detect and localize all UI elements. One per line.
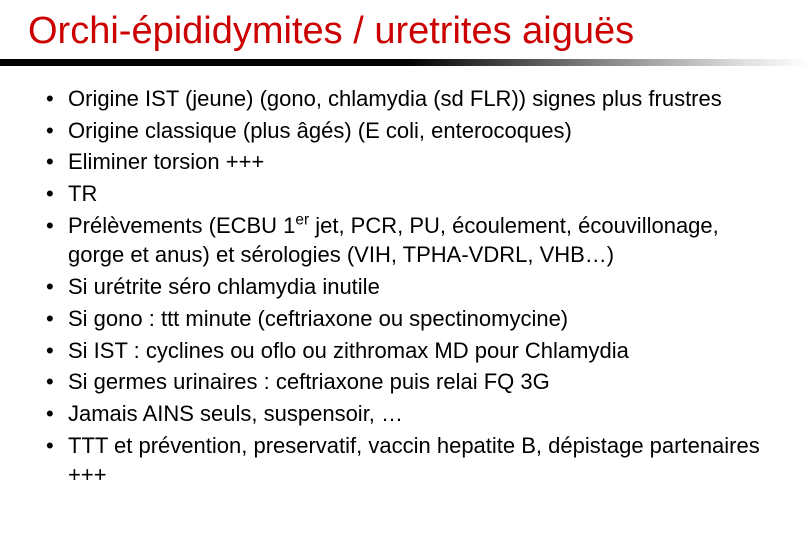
list-item: Prélèvements (ECBU 1er jet, PCR, PU, éco… [40, 211, 770, 270]
slide-content: Origine IST (jeune) (gono, chlamydia (sd… [0, 84, 810, 490]
list-item: Si IST : cyclines ou oflo ou zithromax M… [40, 336, 770, 366]
list-item: Eliminer torsion +++ [40, 147, 770, 177]
list-item: Si gono : ttt minute (ceftriaxone ou spe… [40, 304, 770, 334]
list-item: Origine IST (jeune) (gono, chlamydia (sd… [40, 84, 770, 114]
list-item: Jamais AINS seuls, suspensoir, … [40, 399, 770, 429]
title-divider [0, 59, 810, 66]
slide-title: Orchi-épididymites / uretrites aiguës [0, 0, 810, 59]
list-item: Origine classique (plus âgés) (E coli, e… [40, 116, 770, 146]
list-item: Si urétrite séro chlamydia inutile [40, 272, 770, 302]
slide: Orchi-épididymites / uretrites aiguës Or… [0, 0, 810, 540]
list-item: TTT et prévention, preservatif, vaccin h… [40, 431, 770, 490]
list-item: Si germes urinaires : ceftriaxone puis r… [40, 367, 770, 397]
bullet-list: Origine IST (jeune) (gono, chlamydia (sd… [40, 84, 770, 490]
list-item: TR [40, 179, 770, 209]
